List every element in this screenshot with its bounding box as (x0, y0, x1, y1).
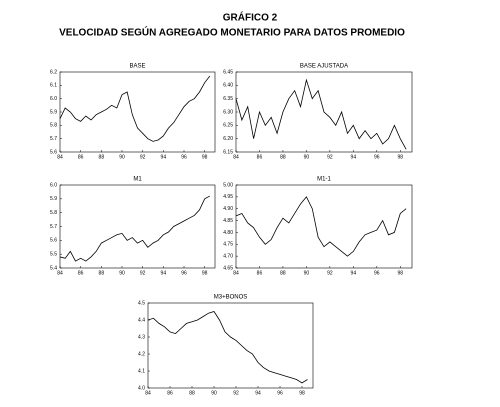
x-tick-label: 88 (280, 270, 286, 276)
y-tick-label: 5.9 (50, 109, 57, 115)
y-tick-label: 4.75 (223, 242, 233, 248)
chart-title: M1 (133, 177, 142, 183)
x-tick-label: 86 (78, 270, 84, 276)
plot-frame (147, 302, 314, 389)
y-tick-label: 5.8 (50, 210, 57, 216)
x-tick-label: 88 (99, 270, 105, 276)
chart-title: M3+BONOS (214, 295, 248, 301)
series-line (235, 78, 407, 150)
plot-frame (59, 184, 216, 269)
x-tick-label: 94 (351, 154, 357, 160)
x-tick-label: 88 (189, 390, 195, 396)
y-tick-label: 4.5 (138, 300, 145, 306)
y-tick-label: 5.4 (50, 265, 57, 271)
y-tick-label: 5.7 (50, 136, 57, 142)
x-tick-label: 94 (161, 154, 167, 160)
x-tick-label: 96 (277, 390, 283, 396)
chart-title: BASE (129, 64, 145, 70)
x-tick-label: 98 (202, 270, 208, 276)
x-tick-label: 98 (397, 270, 403, 276)
y-tick-label: 5.8 (50, 123, 57, 129)
y-tick-label: 6.0 (50, 182, 57, 188)
x-tick-label: 90 (304, 154, 310, 160)
y-tick-label: 4.90 (223, 206, 233, 212)
y-tick-label: 6.30 (223, 109, 233, 115)
y-tick-label: 4.85 (223, 218, 233, 224)
x-tick-label: 86 (78, 154, 84, 160)
y-tick-label: 4.3 (138, 334, 145, 340)
x-tick-label: 98 (299, 390, 305, 396)
x-tick-label: 94 (351, 270, 357, 276)
x-tick-label: 84 (57, 154, 63, 160)
y-tick-label: 5.7 (50, 224, 57, 230)
y-tick-label: 5.9 (50, 196, 57, 202)
series-line (235, 196, 407, 257)
x-tick-label: 96 (374, 154, 380, 160)
x-tick-label: 88 (280, 154, 286, 160)
figure-subtitle: VELOCIDAD SEGÚN AGREGADO MONETARIO PARA … (59, 26, 405, 39)
y-tick-label: 4.80 (223, 230, 233, 236)
x-tick-label: 92 (327, 270, 333, 276)
y-tick-label: 5.5 (50, 251, 57, 257)
y-tick-label: 5.00 (223, 182, 233, 188)
series-line (59, 75, 211, 142)
plot-frame (235, 184, 413, 269)
x-tick-label: 92 (140, 270, 146, 276)
y-tick-label: 5.6 (50, 238, 57, 244)
y-tick-label: 6.25 (223, 123, 233, 129)
y-tick-label: 4.1 (138, 368, 145, 374)
y-tick-label: 5.6 (50, 149, 57, 155)
y-tick-label: 6.1 (50, 83, 57, 89)
y-tick-label: 6.15 (223, 149, 233, 155)
y-tick-label: 6.40 (223, 83, 233, 89)
y-tick-label: 4.2 (138, 351, 145, 357)
plot-frame (59, 71, 216, 153)
chart-title: BASE AJUSTADA (300, 64, 348, 70)
y-tick-label: 4.65 (223, 265, 233, 271)
y-tick-label: 6.0 (50, 96, 57, 102)
x-tick-label: 94 (161, 270, 167, 276)
y-tick-label: 6.35 (223, 96, 233, 102)
x-tick-label: 90 (304, 270, 310, 276)
x-tick-label: 98 (397, 154, 403, 160)
y-tick-label: 6.45 (223, 69, 233, 75)
y-tick-label: 4.70 (223, 253, 233, 259)
series-line (59, 195, 211, 262)
x-tick-label: 94 (255, 390, 261, 396)
x-tick-label: 96 (181, 270, 187, 276)
x-tick-label: 90 (119, 154, 125, 160)
x-tick-label: 84 (57, 270, 63, 276)
x-tick-label: 84 (233, 154, 239, 160)
x-tick-label: 88 (99, 154, 105, 160)
series-line (147, 311, 308, 384)
x-tick-label: 86 (257, 270, 263, 276)
x-tick-label: 84 (145, 390, 151, 396)
y-tick-label: 4.95 (223, 194, 233, 200)
x-tick-label: 84 (233, 270, 239, 276)
x-tick-label: 96 (374, 270, 380, 276)
chart-title: M1-1 (317, 177, 331, 183)
x-tick-label: 98 (202, 154, 208, 160)
x-tick-label: 90 (119, 270, 125, 276)
x-tick-label: 92 (140, 154, 146, 160)
y-tick-label: 4.0 (138, 385, 145, 391)
y-tick-label: 4.4 (138, 317, 145, 323)
x-tick-label: 92 (327, 154, 333, 160)
x-tick-label: 86 (167, 390, 173, 396)
x-tick-label: 86 (257, 154, 263, 160)
x-tick-label: 92 (233, 390, 239, 396)
figure-title: GRÁFICO 2 (223, 11, 278, 24)
y-tick-label: 6.2 (50, 69, 57, 75)
x-tick-label: 96 (181, 154, 187, 160)
y-tick-label: 6.20 (223, 136, 233, 142)
x-tick-label: 90 (211, 390, 217, 396)
